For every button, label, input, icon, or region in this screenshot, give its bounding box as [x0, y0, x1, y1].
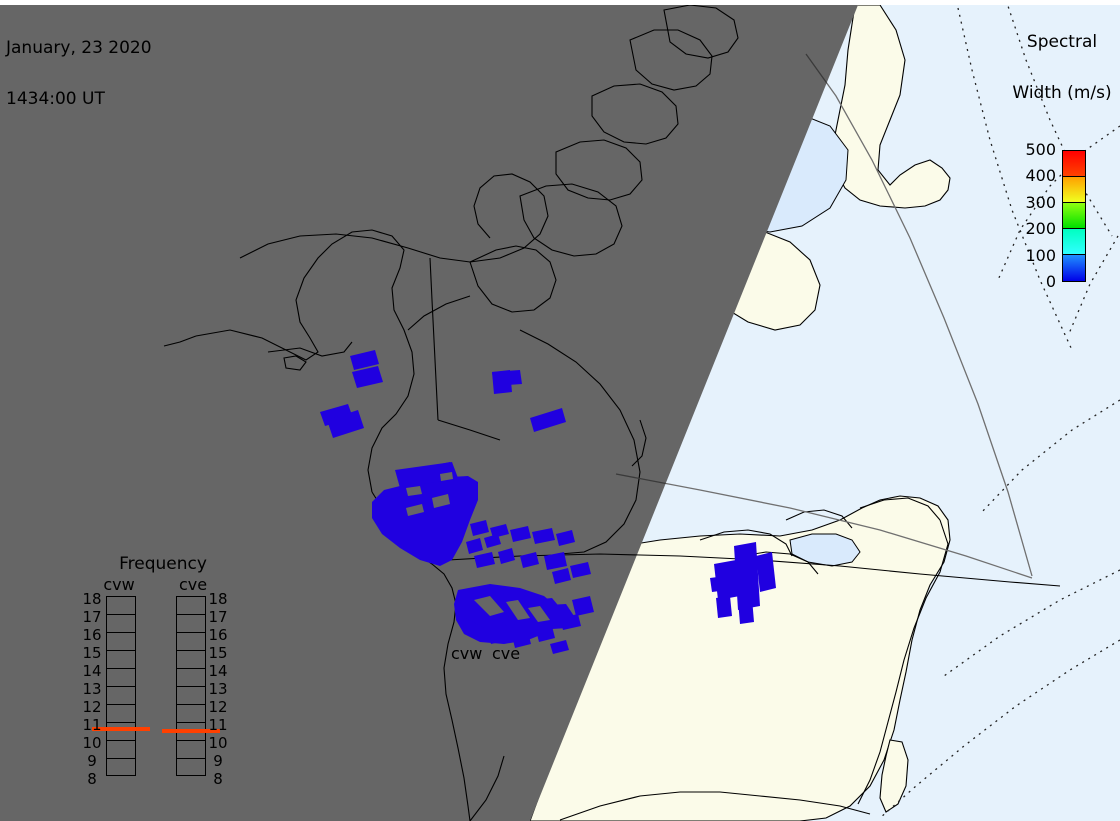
frequency-tick: 8: [213, 770, 223, 788]
site-label-cve: cve: [492, 644, 521, 663]
colorbar-gradient[interactable]: [1062, 150, 1086, 282]
frequency-tick: 8: [87, 770, 97, 788]
frequency-tick: 13: [208, 680, 228, 698]
frequency-tick: 18: [82, 590, 102, 608]
frequency-marker-cvw: [92, 727, 150, 731]
colorbar-tick: 400: [1025, 166, 1056, 185]
spectral-width-legend: Spectral Width (m/s) 500 400 300 200 100…: [1004, 0, 1120, 302]
colorbar-title-line1: Spectral: [1026, 32, 1098, 52]
frequency-scale-ticks: [106, 596, 136, 776]
frequency-tick: 13: [82, 680, 102, 698]
colorbar-segment-0-100: [1063, 255, 1085, 281]
frequency-tick: 12: [82, 698, 102, 716]
frequency-tick-labels: 18 17 16 15 14 13 12 11 10 9 8: [82, 592, 102, 787]
colorbar-title: Spectral Width (m/s): [1004, 0, 1120, 136]
frequency-tick: 17: [82, 608, 102, 626]
timestamp-date: January, 23 2020: [6, 38, 152, 58]
frequency-column-cvw: cvw 18 17 16 15 14 13: [82, 575, 150, 787]
colorbar-segment-100-200: [1063, 229, 1085, 255]
frequency-tick: 14: [208, 662, 228, 680]
frequency-tick: 10: [208, 734, 228, 752]
frequency-tick: 15: [82, 644, 102, 662]
frequency-legend-title: Frequency: [119, 554, 207, 574]
frequency-tick: 16: [82, 626, 102, 644]
frequency-tick: 11: [208, 716, 228, 734]
colorbar-tick: 100: [1025, 246, 1056, 265]
frequency-tick: 14: [82, 662, 102, 680]
frequency-tick: 12: [208, 698, 228, 716]
colorbar-tick: 0: [1045, 272, 1056, 291]
frequency-tick: 15: [208, 644, 228, 662]
frequency-column-label: cve: [178, 575, 208, 594]
frequency-marker-cve: [162, 729, 220, 733]
colorbar-title-line2: Width (m/s): [1012, 83, 1112, 103]
frequency-column-label: cvw: [103, 575, 135, 594]
timestamp-time: 1434:00 UT: [6, 89, 105, 109]
top-margin: [0, 0, 1120, 5]
frequency-tick: 17: [208, 608, 228, 626]
timestamp-overlay: January, 23 2020 1434:00 UT: [6, 6, 152, 142]
frequency-scale-ticks: [176, 596, 206, 776]
site-label-cvw: cvw: [451, 644, 483, 663]
frequency-tick: 9: [213, 752, 223, 770]
colorbar-tick-list: 500 400 300 200 100 0: [1004, 142, 1056, 290]
frequency-tick: 11: [82, 716, 102, 734]
frequency-tick: 16: [208, 626, 228, 644]
colorbar-tick: 300: [1025, 193, 1056, 212]
day-land: [529, 5, 951, 821]
colorbar-segment-300-400: [1063, 177, 1085, 203]
frequency-tick-labels: 18 17 16 15 14 13 12 11 10 9 8: [208, 592, 228, 787]
frequency-column-cve: cve 18 17 16 15 14 13: [162, 575, 228, 787]
radar-scatter: [320, 350, 776, 654]
frequency-legend: Frequency cvw 18 17 16 15: [82, 554, 238, 797]
colorbar-tick: 200: [1025, 219, 1056, 238]
frequency-tick: 9: [87, 752, 97, 770]
frequency-tick: 18: [208, 590, 228, 608]
frequency-tick: 10: [82, 734, 102, 752]
grid-lines: [879, 5, 1120, 819]
colorbar-segment-400-500: [1063, 151, 1085, 177]
colorbar-segment-200-300: [1063, 203, 1085, 229]
colorbar-tick: 500: [1025, 140, 1056, 159]
